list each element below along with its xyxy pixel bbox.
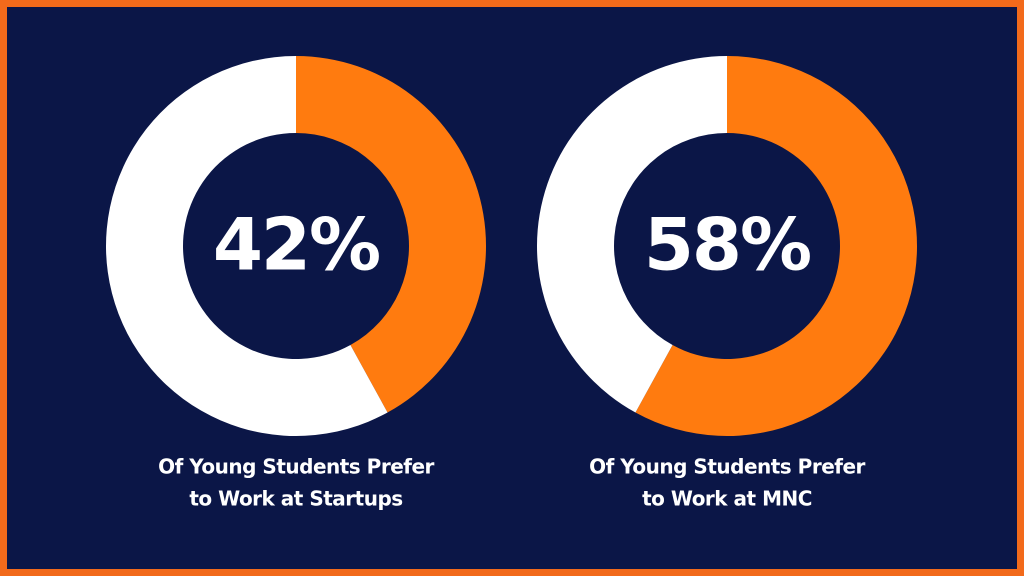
donut-segment xyxy=(106,56,388,436)
center-value-label: 58% xyxy=(644,203,810,287)
donut-segment xyxy=(296,56,487,413)
caption: to Work at Startups xyxy=(189,487,402,511)
caption: to Work at MNC xyxy=(642,487,812,511)
donut-segment xyxy=(537,56,727,413)
caption: Of Young Students Prefer xyxy=(589,455,865,479)
center-value-label: 42% xyxy=(213,203,379,287)
donut-segment xyxy=(635,56,918,436)
caption: Of Young Students Prefer xyxy=(158,455,434,479)
